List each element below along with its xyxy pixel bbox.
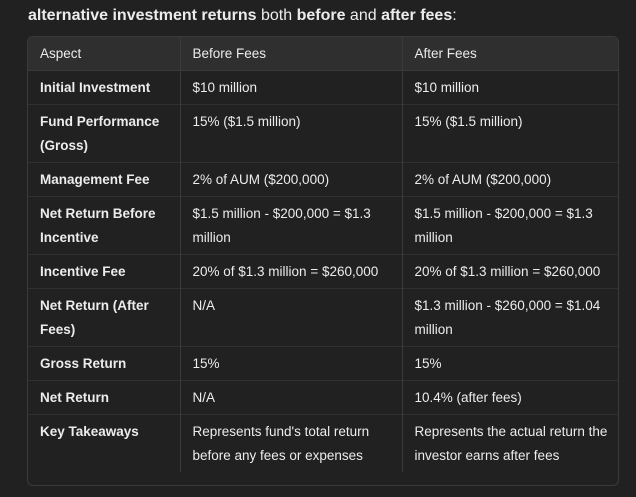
header-before-fees: Before Fees	[179, 37, 402, 71]
intro-after: after fees	[381, 7, 453, 24]
cell-aspect: Fund Performance (Gross)	[28, 104, 180, 163]
intro-bold-phrase: alternative investment returns	[28, 7, 257, 24]
cell-before-fees: N/A	[179, 288, 402, 347]
cell-aspect: Net Return (After Fees)	[28, 288, 180, 347]
fees-comparison-table-container: Aspect Before Fees After Fees Initial In…	[27, 36, 619, 486]
cell-before-fees: 2% of AUM ($200,000)	[179, 162, 402, 197]
intro-text: alternative investment returns both befo…	[28, 4, 457, 28]
cell-aspect: Gross Return	[28, 346, 180, 381]
cell-aspect: Management Fee	[28, 162, 180, 197]
cell-before-fees: 15%	[179, 346, 402, 381]
cell-after-fees: 10.4% (after fees)	[401, 380, 618, 415]
table-header-row: Aspect Before Fees After Fees	[28, 37, 618, 71]
cell-after-fees: $1.3 million - $260,000 = $1.04 million	[401, 288, 618, 347]
cell-after-fees: 15%	[401, 346, 618, 381]
fees-comparison-table: Aspect Before Fees After Fees Initial In…	[28, 37, 618, 472]
cell-before-fees: $1.5 million - $200,000 = $1.3 million	[179, 196, 402, 255]
intro-before: before	[296, 7, 346, 24]
intro-colon: :	[452, 7, 457, 24]
table-row: Key Takeaways Represents fund's total ret…	[28, 414, 618, 472]
cell-before-fees: Represents fund's total return before an…	[179, 414, 402, 472]
cell-aspect: Net Return	[28, 380, 180, 415]
cell-before-fees: 20% of $1.3 million = $260,000	[179, 254, 402, 289]
cell-after-fees: 2% of AUM ($200,000)	[401, 162, 618, 197]
table-row: Fund Performance (Gross) 15% ($1.5 millio…	[28, 104, 618, 163]
intro-and: and	[345, 7, 382, 24]
intro-connector: both	[256, 7, 297, 24]
cell-aspect: Key Takeaways	[28, 414, 180, 472]
cell-before-fees: 15% ($1.5 million)	[179, 104, 402, 163]
table-row: Initial Investment $10 million $10 million	[28, 70, 618, 105]
cell-aspect: Net Return Before Incentive	[28, 196, 180, 255]
cell-after-fees: $1.5 million - $200,000 = $1.3 million	[401, 196, 618, 255]
cell-after-fees: Represents the actual return the investo…	[401, 414, 618, 472]
cell-aspect: Incentive Fee	[28, 254, 180, 289]
table-body: Initial Investment $10 million $10 million…	[28, 70, 618, 472]
cell-before-fees: N/A	[179, 380, 402, 415]
table-row: Incentive Fee 20% of $1.3 million = $260,…	[28, 254, 618, 289]
table-row: Net Return Before Incentive $1.5 million …	[28, 196, 618, 255]
table-row: Net Return N/A 10.4% (after fees)	[28, 380, 618, 415]
cell-before-fees: $10 million	[179, 70, 402, 105]
cell-after-fees: $10 million	[401, 70, 618, 105]
cell-after-fees: 20% of $1.3 million = $260,000	[401, 254, 618, 289]
header-aspect: Aspect	[28, 37, 180, 71]
cell-after-fees: 15% ($1.5 million)	[401, 104, 618, 163]
cell-aspect: Initial Investment	[40, 80, 151, 95]
header-after-fees: After Fees	[401, 37, 618, 71]
table-row: Net Return (After Fees) N/A $1.3 million -…	[28, 288, 618, 347]
table-row: Management Fee 2% of AUM ($200,000) 2% of …	[28, 162, 618, 197]
table-row: Gross Return 15% 15%	[28, 346, 618, 381]
